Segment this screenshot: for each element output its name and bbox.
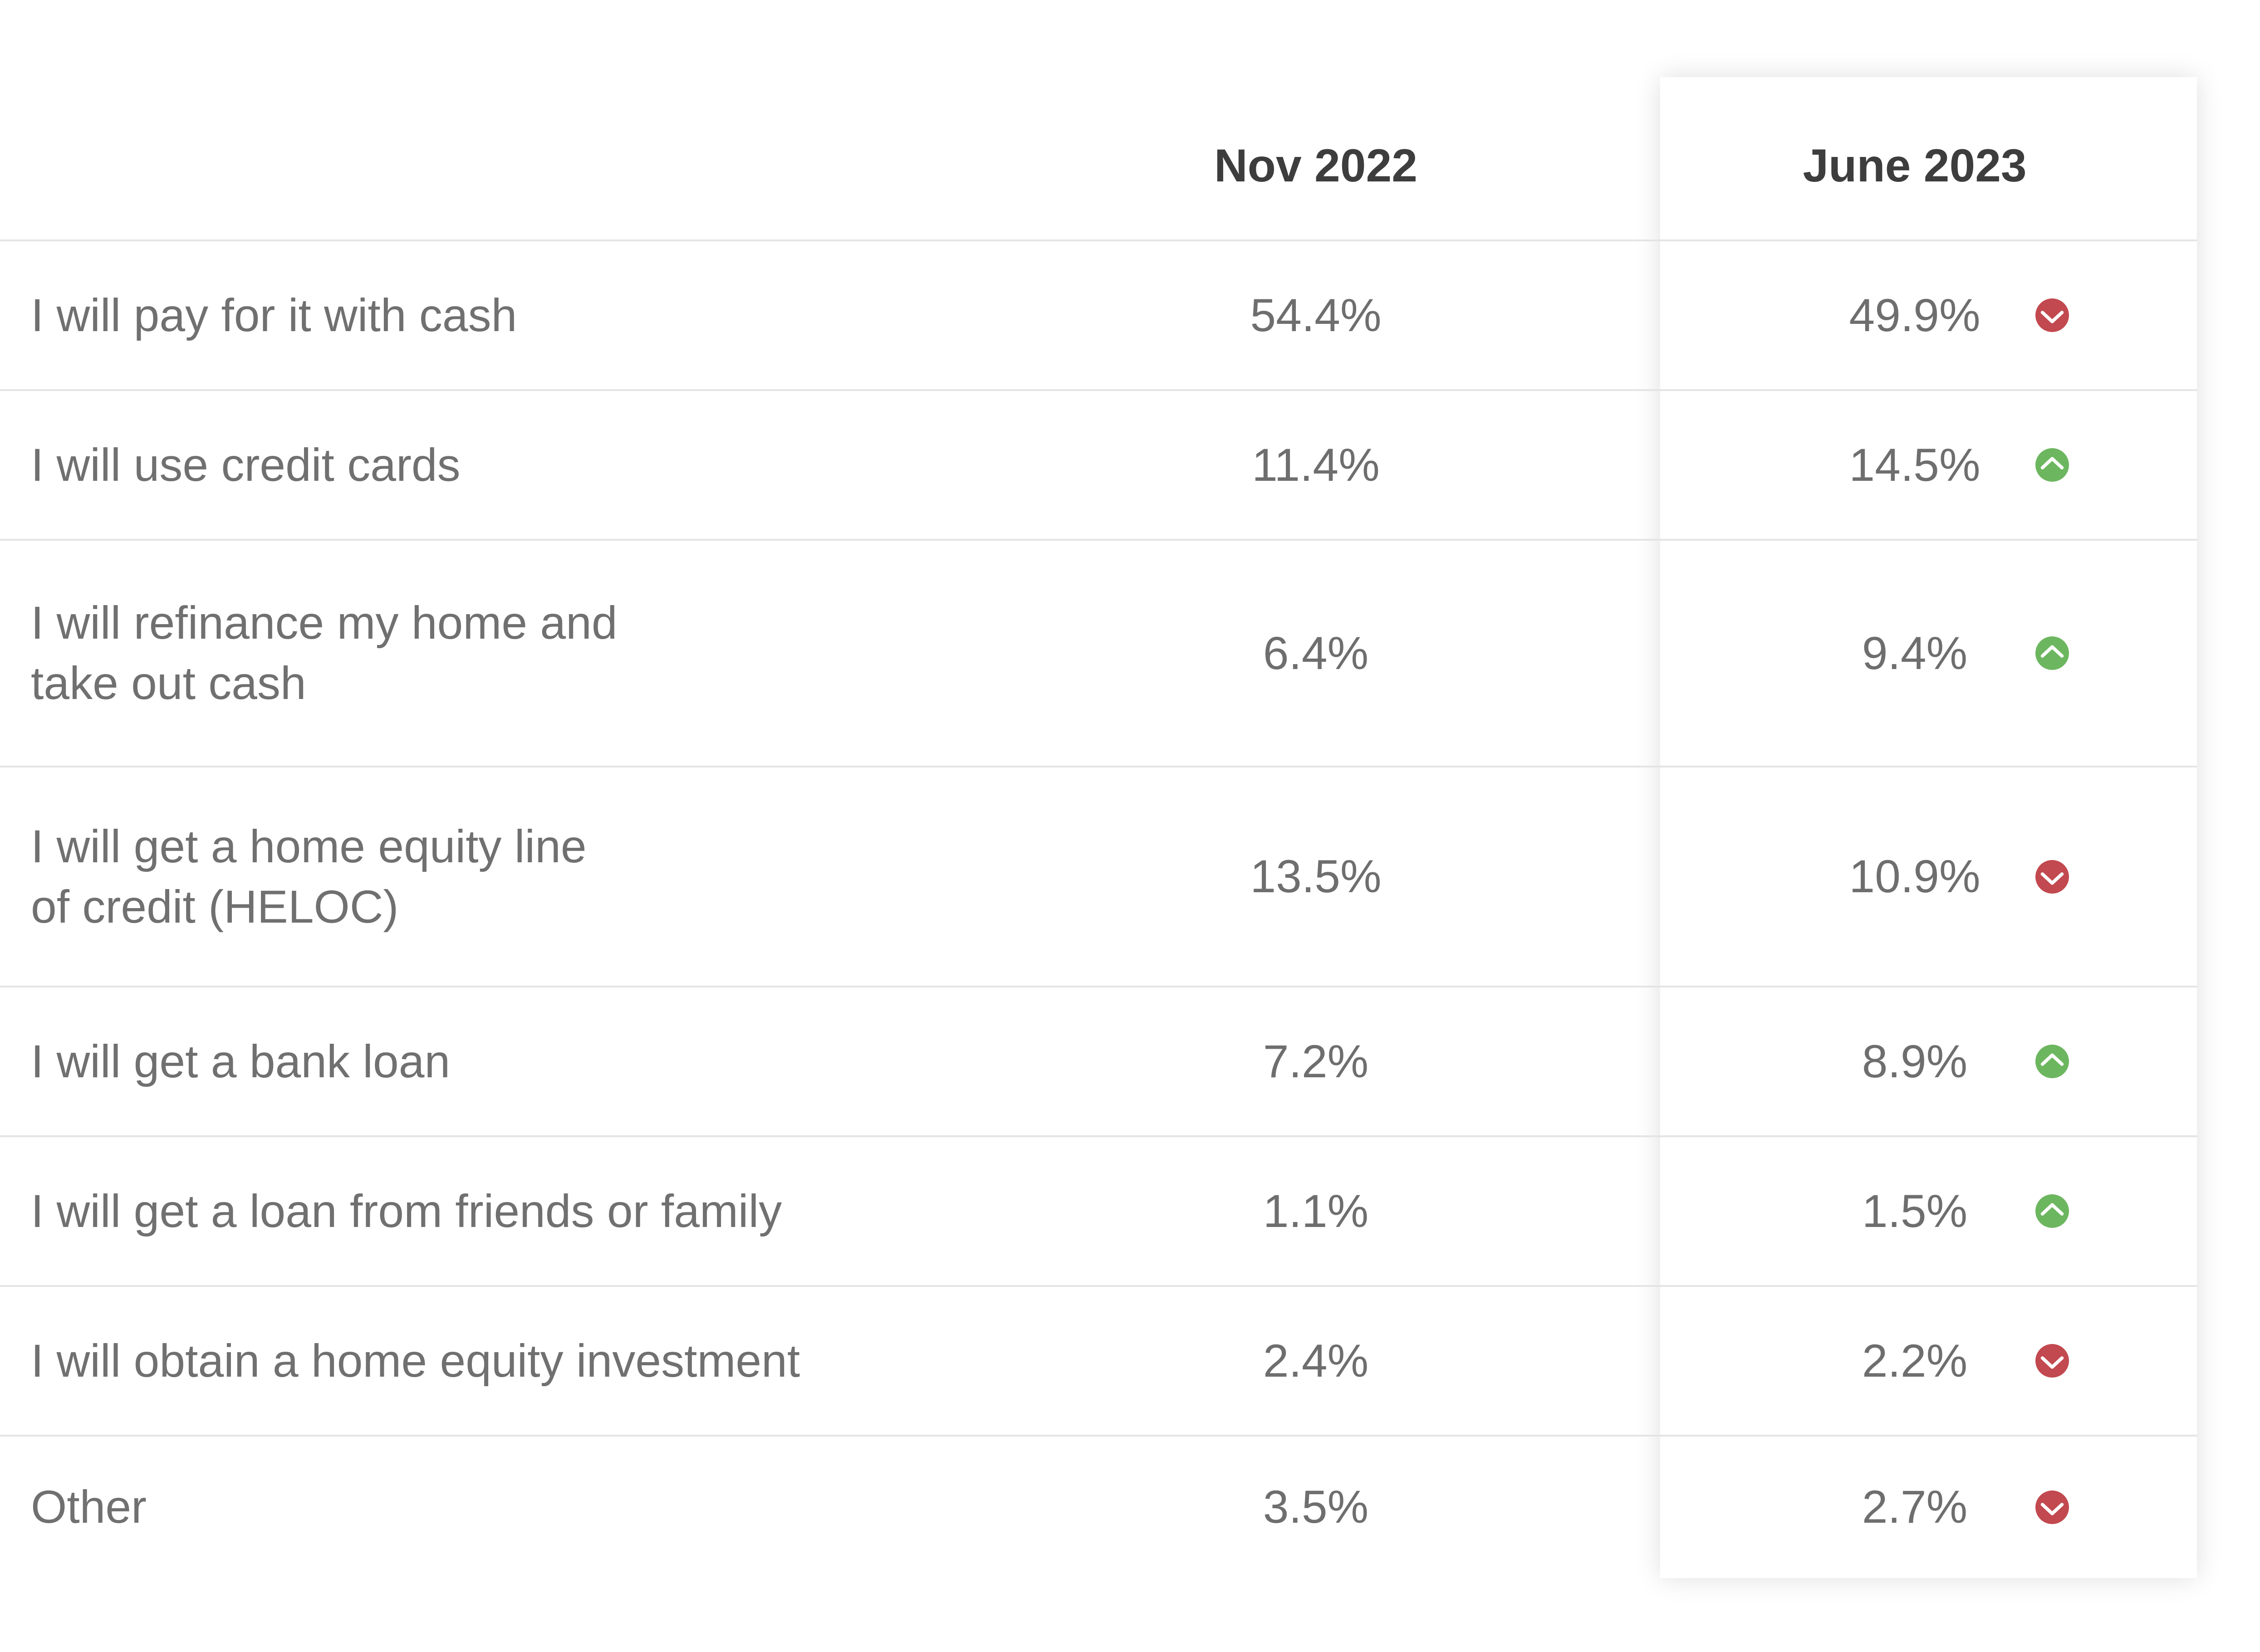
- row-label-line: I will refinance my home and: [31, 597, 618, 649]
- value-nov-2022: 2.4%: [1263, 1334, 1369, 1387]
- value-june-2023: 14.5%: [1849, 439, 1981, 491]
- row-divider: [0, 766, 2197, 767]
- value-june-2023: 9.4%: [1862, 627, 1968, 679]
- row-label: I will refinance my home and take out cas…: [31, 540, 618, 767]
- row-divider: [0, 986, 2197, 987]
- value-june-2023: 2.7%: [1862, 1481, 1968, 1533]
- row-label-line: I will pay for it with cash: [31, 289, 517, 341]
- table-row: I will get a bank loan 7.2% 8.9%: [0, 987, 2197, 1136]
- column-header-june-2023: June 2023: [1803, 140, 2027, 191]
- row-divider: [0, 1435, 2197, 1437]
- row-label-line: I will use credit cards: [31, 439, 461, 491]
- row-label-line: of credit (HELOC): [31, 880, 399, 933]
- row-label: I will obtain a home equity investment: [31, 1286, 800, 1436]
- row-label: I will use credit cards: [31, 390, 461, 540]
- row-divider: [0, 1135, 2197, 1137]
- row-label: I will get a home equity line of credit (…: [31, 767, 587, 987]
- row-label-line: I will obtain a home equity investment: [31, 1334, 800, 1387]
- row-label-line: Other: [31, 1481, 147, 1533]
- value-nov-2022: 11.4%: [1252, 439, 1380, 491]
- row-label: Other: [31, 1436, 147, 1579]
- value-june-2023: 10.9%: [1849, 850, 1981, 902]
- row-label: I will get a bank loan: [31, 987, 450, 1136]
- value-nov-2022: 54.4%: [1250, 289, 1382, 341]
- value-june-2023: 1.5%: [1862, 1185, 1968, 1237]
- table-row: I will pay for it with cash 54.4% 49.9%: [0, 240, 2197, 390]
- row-divider: [0, 539, 2197, 541]
- value-nov-2022: 7.2%: [1263, 1035, 1369, 1087]
- table-row: I will get a home equity line of credit (…: [0, 767, 2197, 987]
- value-june-2023: 49.9%: [1849, 289, 1981, 341]
- row-label-line: I will get a home equity line: [31, 820, 587, 872]
- row-label-line: take out cash: [31, 657, 306, 709]
- value-june-2023: 2.2%: [1862, 1334, 1968, 1387]
- row-label-line: I will get a bank loan: [31, 1035, 451, 1087]
- table-row: I will use credit cards 11.4% 14.5%: [0, 390, 2197, 540]
- row-divider: [0, 239, 2197, 241]
- table-row: I will obtain a home equity investment 2.…: [0, 1286, 2197, 1436]
- row-label: I will get a loan from friends or family: [31, 1136, 782, 1286]
- row-divider: [0, 1285, 2197, 1287]
- column-header-nov-2022: Nov 2022: [1214, 140, 1417, 191]
- chevron-up-circle-icon: [2035, 448, 2069, 482]
- june-2023-highlight-card: [1660, 77, 2197, 1578]
- chevron-up-circle-icon: [2035, 1194, 2069, 1228]
- chevron-down-circle-icon: [2035, 1344, 2069, 1378]
- chevron-down-circle-icon: [2035, 1490, 2069, 1524]
- value-june-2023: 8.9%: [1862, 1035, 1968, 1087]
- chevron-up-circle-icon: [2035, 1045, 2069, 1078]
- value-nov-2022: 13.5%: [1250, 850, 1382, 902]
- row-label-line: I will get a loan from friends or family: [31, 1185, 782, 1237]
- value-nov-2022: 1.1%: [1263, 1185, 1369, 1237]
- row-label: I will pay for it with cash: [31, 240, 517, 390]
- row-divider: [0, 389, 2197, 391]
- chevron-down-circle-icon: [2035, 298, 2069, 332]
- table-row: Other 3.5% 2.7%: [0, 1436, 2197, 1579]
- chevron-down-circle-icon: [2035, 860, 2069, 894]
- table-row: I will refinance my home and take out cas…: [0, 540, 2197, 767]
- chevron-up-circle-icon: [2035, 636, 2069, 670]
- table-row: I will get a loan from friends or family…: [0, 1136, 2197, 1286]
- value-nov-2022: 6.4%: [1263, 627, 1369, 679]
- value-nov-2022: 3.5%: [1263, 1481, 1369, 1533]
